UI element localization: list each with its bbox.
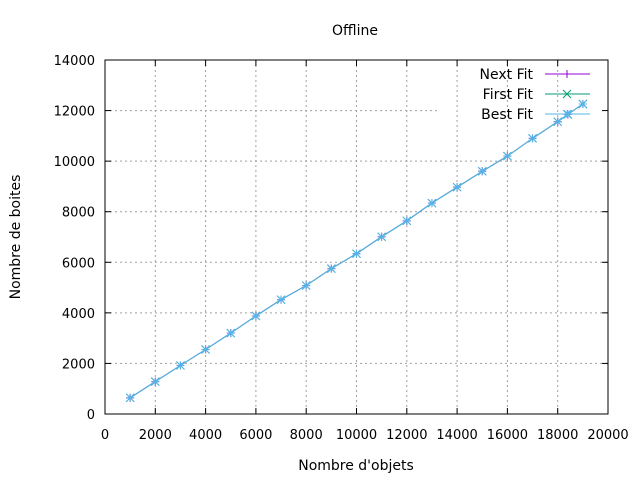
- grid: [105, 60, 608, 414]
- series-line: [129, 103, 584, 399]
- y-tick-label: 8000: [62, 206, 95, 221]
- x-tick-label: 14000: [436, 428, 477, 443]
- legend-marker: [563, 70, 571, 78]
- x-tick-label: 16000: [487, 428, 528, 443]
- chart-title: Offline: [332, 23, 378, 39]
- y-tick-label: 6000: [62, 256, 95, 271]
- y-tick-label: 12000: [54, 105, 95, 120]
- series-best-fit: [125, 99, 588, 403]
- data-point: [578, 99, 588, 109]
- data-point: [176, 361, 185, 370]
- data-point: [301, 281, 311, 290]
- data-point: [528, 134, 537, 143]
- data-point: [125, 393, 135, 403]
- data-point: [326, 264, 336, 273]
- x-tick-label: 4000: [189, 428, 222, 443]
- data-point: [226, 328, 236, 338]
- y-tick-label: 10000: [54, 155, 95, 170]
- data-point: [201, 345, 210, 354]
- x-tick-label: 8000: [290, 428, 323, 443]
- data-point: [150, 377, 160, 386]
- x-tick-label: 12000: [386, 428, 427, 443]
- x-tick-label: 10000: [336, 428, 377, 443]
- x-axis-label: Nombre d'objets: [298, 458, 414, 474]
- data-point: [553, 117, 563, 127]
- y-tick-label: 0: [87, 408, 95, 423]
- y-tick-label: 14000: [54, 54, 95, 69]
- legend-marker: [562, 89, 572, 99]
- x-tick-label: 0: [101, 428, 109, 443]
- data-point: [402, 216, 412, 226]
- legend-label: Next Fit: [480, 67, 534, 83]
- x-tick-label: 6000: [239, 428, 272, 443]
- y-tick-label: 2000: [62, 357, 95, 372]
- data-point: [503, 151, 512, 161]
- x-tick-label: 18000: [537, 428, 578, 443]
- y-axis-label: Nombre de boites: [8, 175, 24, 300]
- legend-marker: [562, 109, 572, 119]
- data-point: [251, 311, 261, 321]
- legend-label: First Fit: [483, 87, 534, 103]
- series-group: [125, 99, 588, 403]
- legend-label: Best Fit: [481, 107, 533, 123]
- data-point: [377, 232, 387, 242]
- data-point: [452, 182, 462, 192]
- y-tick-label: 4000: [62, 307, 95, 322]
- x-tick-label: 20000: [587, 428, 628, 443]
- data-point: [477, 166, 487, 176]
- data-point: [276, 295, 286, 305]
- legend: Next Fit First Fit Best Fit: [480, 67, 590, 123]
- data-point: [427, 198, 437, 208]
- axis-ticks: 0 2000 4000 6000 8000 10000 12000 14000 16000 180…: [54, 54, 629, 443]
- x-tick-label: 2000: [139, 428, 172, 443]
- data-point: [352, 249, 361, 259]
